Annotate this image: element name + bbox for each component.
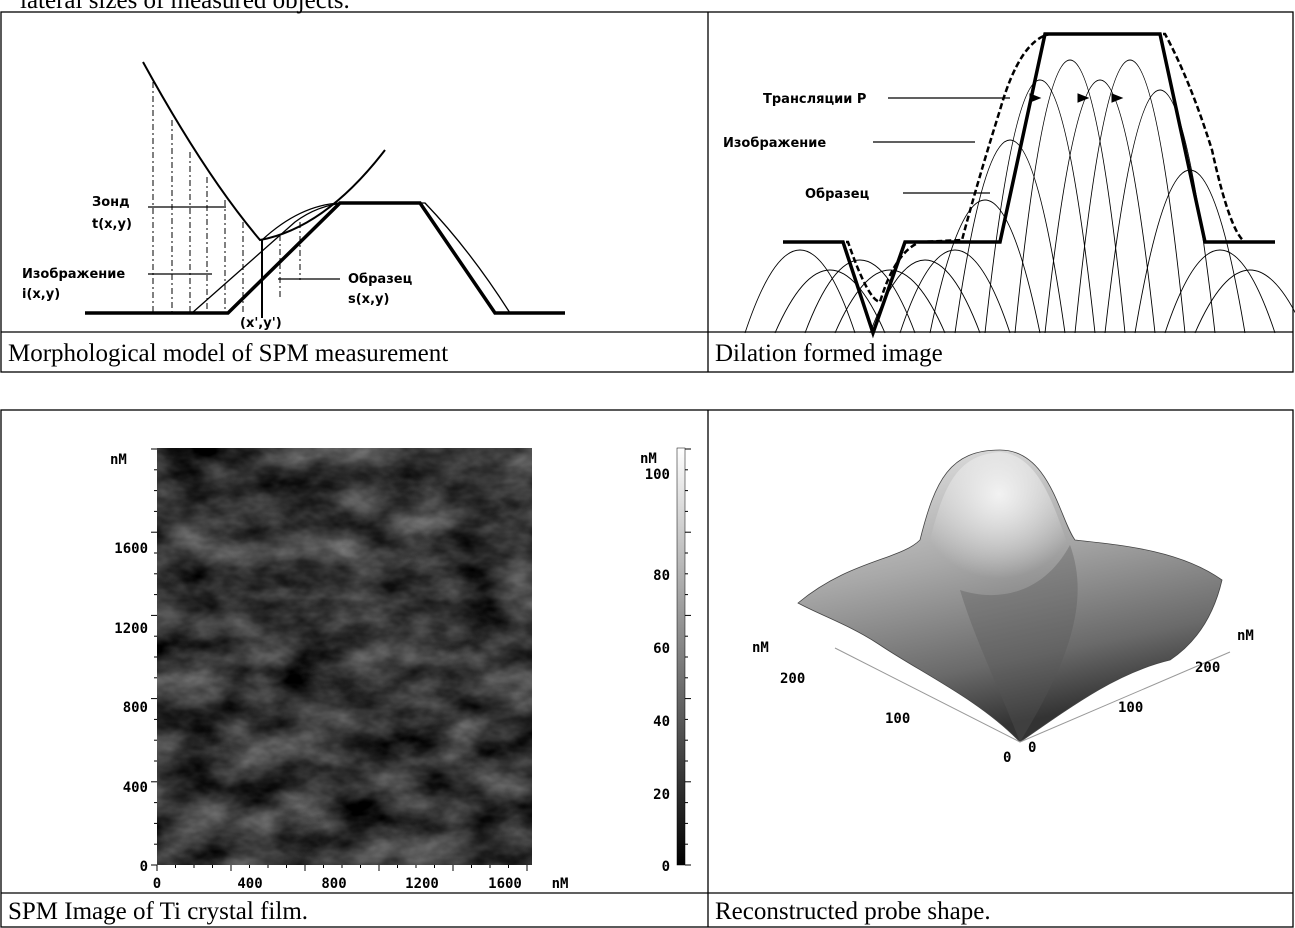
dilation-arc	[834, 269, 946, 334]
colorbar-label: 60	[653, 641, 670, 657]
colorbar-label: 40	[653, 714, 670, 730]
table-frame	[0, 409, 1294, 928]
colorbar-unit: nM	[640, 451, 657, 467]
y-tick-label: 800	[123, 700, 148, 716]
y-tick-label: 1200	[114, 621, 148, 637]
axis-unit: nM	[1237, 628, 1254, 644]
table-frame	[0, 11, 1294, 373]
probe-surface	[797, 449, 1231, 743]
y-tick-label: 0	[140, 859, 148, 875]
dilation-arc	[744, 249, 856, 334]
intro-text: lateral sizes of measured objects.	[20, 0, 350, 14]
x-tick-label: 400	[237, 876, 262, 892]
colorbar-label: 0	[662, 859, 670, 875]
figure-label: i(x,y)	[22, 287, 60, 302]
figure-label: t(x,y)	[92, 217, 132, 232]
axis-unit: nM	[752, 640, 769, 656]
caption: Dilation formed image	[715, 340, 943, 367]
caption: SPM Image of Ti crystal film.	[8, 898, 308, 925]
dilation-arc	[869, 259, 981, 334]
morphology-figure	[85, 61, 565, 318]
y-tick-label: 400	[123, 780, 148, 796]
axis-tick-label: 0	[1028, 740, 1036, 756]
axis-tick-label: 200	[780, 671, 805, 687]
dilation-arc	[899, 249, 1011, 334]
figure-label: Образец	[805, 187, 870, 202]
dilation-arc	[1194, 269, 1295, 334]
figure-label: Изображение	[723, 136, 826, 151]
figure-label: Образец	[348, 272, 413, 287]
axis-tick-label: 100	[1118, 700, 1143, 716]
dilation-arc	[1164, 249, 1276, 334]
figure-label: s(x,y)	[348, 292, 389, 307]
dilation-arc	[804, 259, 916, 334]
x-tick-label: 1200	[405, 876, 439, 892]
dilation-arc	[1014, 59, 1126, 334]
dilation-arc	[1044, 79, 1156, 334]
axis-ticks	[151, 448, 691, 871]
dilation-arc	[774, 269, 886, 334]
caption: Reconstructed probe shape.	[715, 898, 991, 925]
y-tick-label: 1600	[114, 541, 148, 557]
figure-label: Трансляции P	[763, 92, 866, 107]
figure-label: Зонд	[92, 195, 130, 210]
x-tick-label: 1600	[488, 876, 522, 892]
dilation-arc	[1104, 89, 1216, 334]
dilation-arc	[1074, 59, 1186, 334]
colorbar-label: 100	[645, 467, 670, 483]
x-axis-label: nM	[552, 876, 569, 892]
colorbar	[676, 447, 686, 866]
caption: Morphological model of SPM measurement	[8, 340, 448, 367]
y-axis-label: nM	[110, 452, 127, 468]
figure-label: Изображение	[22, 267, 125, 282]
dilation-arc	[1134, 169, 1246, 334]
dilation-figure	[744, 32, 1295, 339]
x-tick-label: 0	[153, 876, 161, 892]
colorbar-label: 80	[653, 568, 670, 584]
spm-image-texture	[157, 448, 532, 865]
axis-tick-label: 200	[1195, 660, 1220, 676]
axis-tick-label: 100	[885, 711, 910, 727]
axis-tick-label: 0	[1003, 750, 1011, 766]
dilation-arc	[984, 79, 1096, 334]
x-tick-label: 800	[321, 876, 346, 892]
colorbar-label: 20	[653, 787, 670, 803]
dilation-arc	[954, 139, 1066, 334]
dilation-arc	[929, 199, 1041, 334]
figure-label: (x',y')	[240, 316, 282, 331]
